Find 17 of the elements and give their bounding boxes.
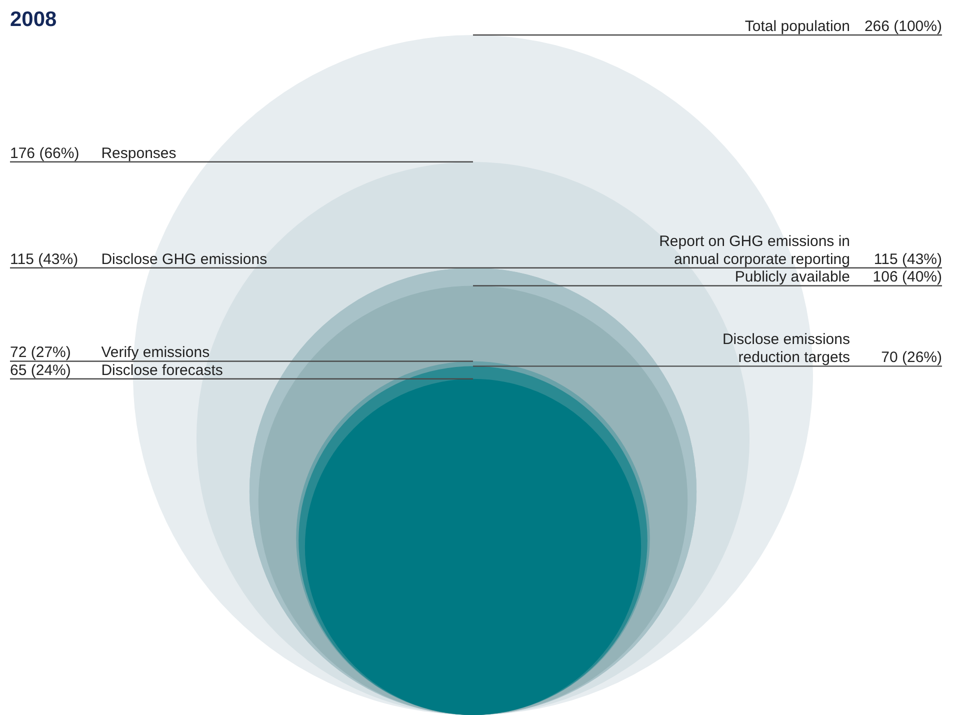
category-label: Disclose emissions reduction targets <box>722 331 850 366</box>
text: 2008 <box>10 8 58 31</box>
category-label: Report on GHG emissions in annual corporate reporting <box>659 232 850 268</box>
category-label: Total population <box>744 18 850 35</box>
category-label: Responses <box>101 144 176 162</box>
data-label: 266 (100%) <box>864 18 942 35</box>
category-label: Publicly available <box>734 268 850 286</box>
category-label: Disclose GHG emissions <box>101 250 268 268</box>
data-label: 70 (26%) <box>881 349 942 366</box>
data-label: 72 (27%) <box>10 344 71 362</box>
category-label: Verify emissions <box>101 344 210 362</box>
data-label: 106 (40%) <box>872 268 942 286</box>
data-label: 115 (43%) <box>10 250 78 268</box>
data-label: 176 (66%) <box>10 144 80 162</box>
category-label: Disclose forecasts <box>101 362 223 379</box>
data-label: 115 (43%) <box>874 250 942 268</box>
data-label: 65 (24%) <box>10 362 71 379</box>
